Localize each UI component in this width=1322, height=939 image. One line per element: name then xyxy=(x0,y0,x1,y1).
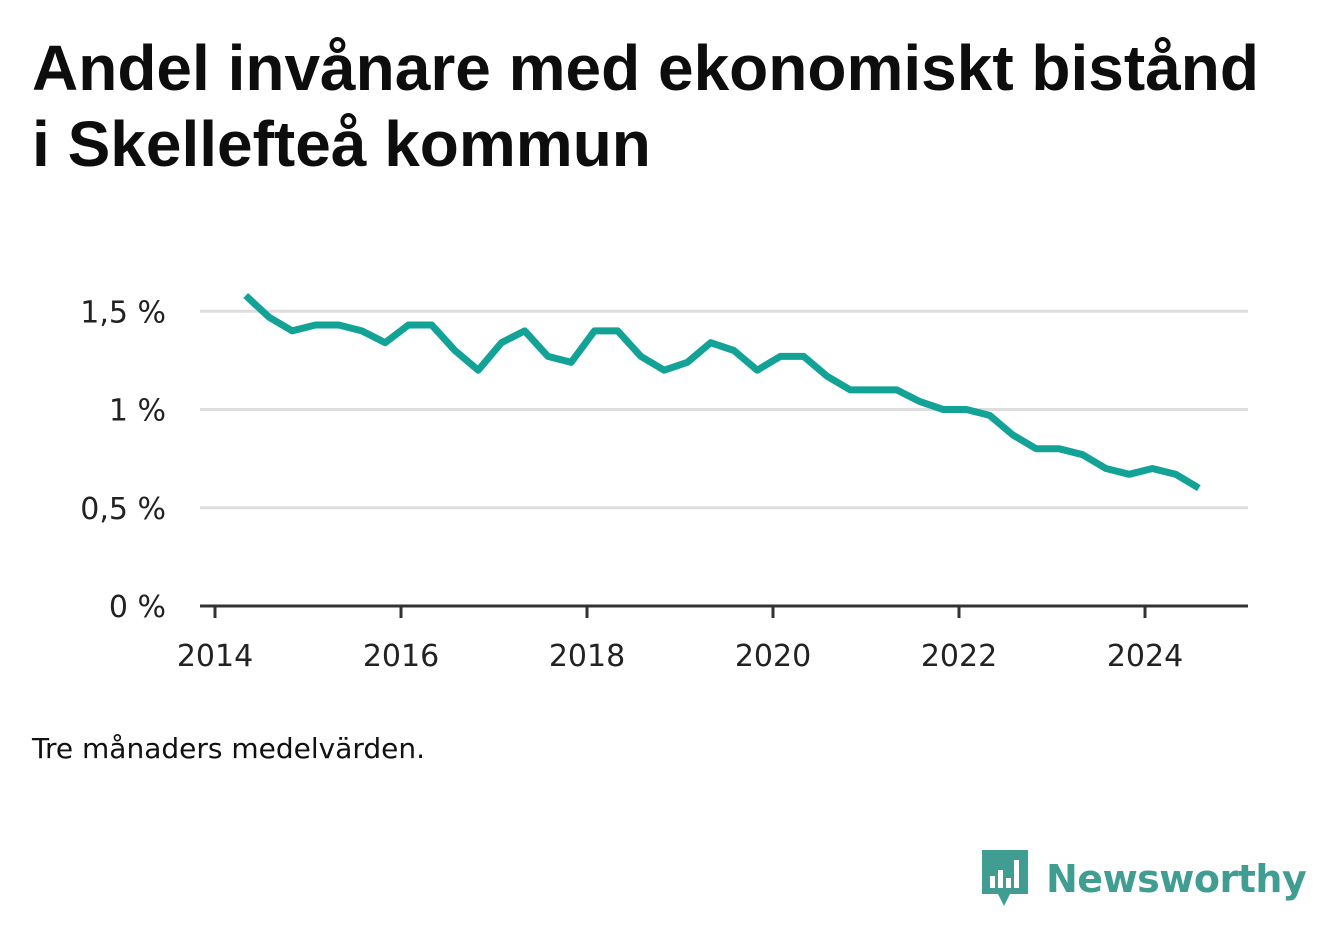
y-tick-label: 1,5 % xyxy=(80,295,166,330)
x-tick-label: 2018 xyxy=(549,639,625,674)
y-tick-label: 0 % xyxy=(109,590,166,625)
x-tick-label: 2016 xyxy=(363,639,439,674)
grid-lines xyxy=(200,309,1248,510)
y-axis-labels: 0 % 0,5 % 1 % 1,5 % xyxy=(80,295,166,625)
y-tick-label: 1 % xyxy=(109,394,166,429)
newsworthy-logo: Newsworthy xyxy=(980,848,1307,910)
y-tick-label: 0,5 % xyxy=(80,492,166,527)
x-tick-label: 2024 xyxy=(1107,639,1183,674)
x-tick-label: 2014 xyxy=(177,639,253,674)
x-tick-label: 2022 xyxy=(921,639,997,674)
series-lines xyxy=(243,292,1201,492)
x-axis: 2014 2016 2018 2020 2022 2024 xyxy=(177,604,1248,674)
chart-note: Tre månaders medelvärden. xyxy=(32,732,426,765)
chart-title: Andel invånare med ekonomiskt bistånd i … xyxy=(32,32,1259,180)
bar-chart-speech-bubble-icon xyxy=(982,850,1028,906)
x-tick-label: 2020 xyxy=(735,639,811,674)
series-line xyxy=(243,292,1201,492)
brand-name: Newsworthy xyxy=(1046,857,1307,901)
